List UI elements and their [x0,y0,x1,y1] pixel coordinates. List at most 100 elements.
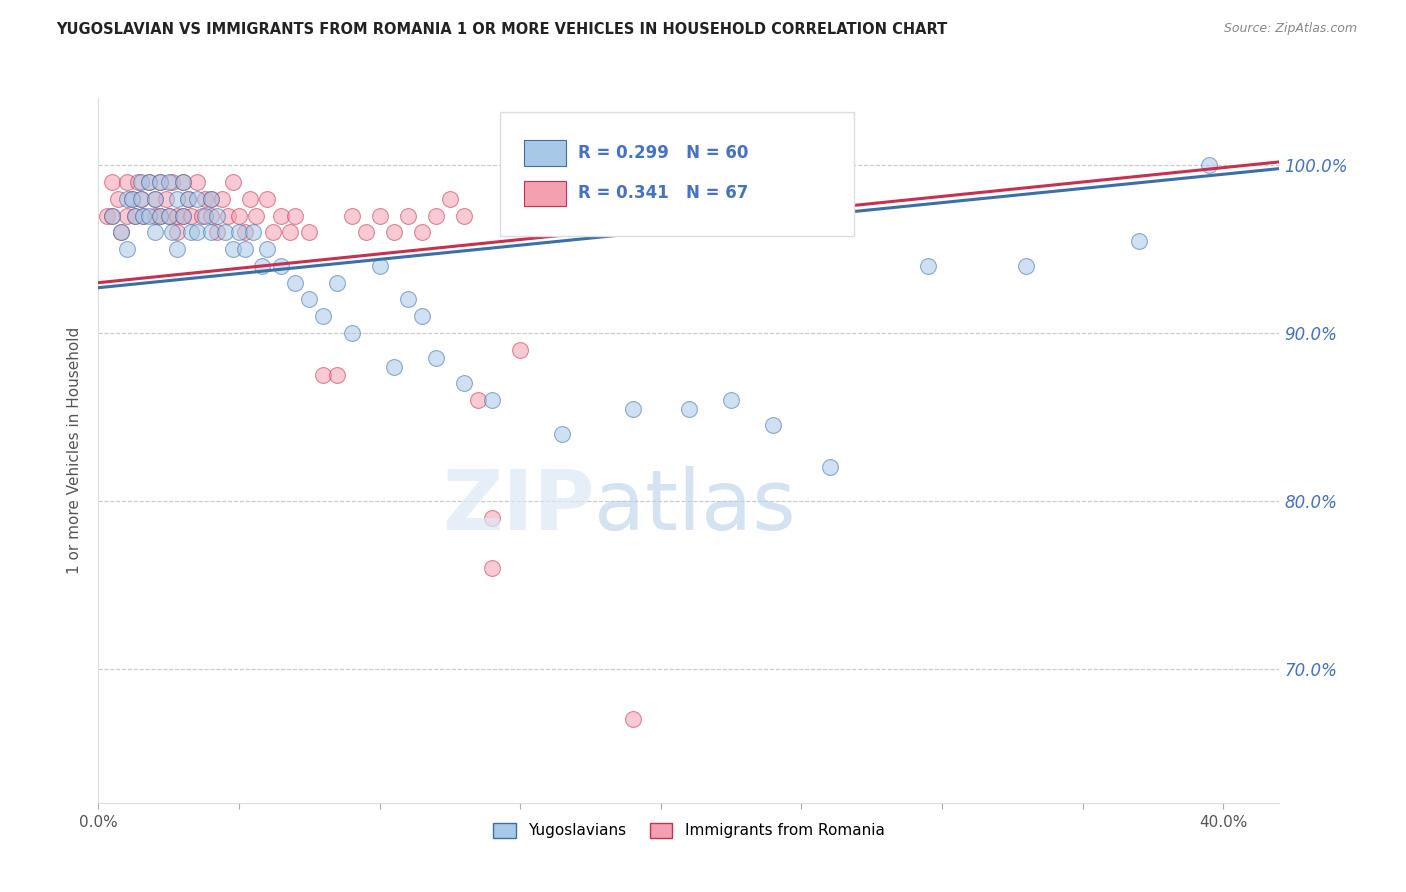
Point [101,209,124,223]
Point [177,192,200,206]
Point [127,175,149,189]
Point [138,175,160,189]
Point [396,293,419,307]
Point [256,192,278,206]
Point [250,259,273,273]
Point [678,401,700,416]
Point [186,192,208,206]
Point [186,225,208,239]
Point [284,209,307,223]
Point [326,276,349,290]
Point [284,276,307,290]
Point [1198,158,1220,172]
Point [678,209,700,223]
Text: R = 0.341   N = 67: R = 0.341 N = 67 [578,185,748,202]
Point [382,359,405,374]
FancyBboxPatch shape [523,180,567,206]
Point [481,561,503,575]
Point [194,192,217,206]
Point [298,293,321,307]
Point [734,209,756,223]
Point [107,192,129,206]
Point [1128,234,1150,248]
Point [172,175,194,189]
Point [312,368,335,382]
Point [115,192,138,206]
Point [205,209,228,223]
Point [340,326,363,340]
Point [621,712,644,726]
Point [124,209,146,223]
Point [132,209,155,223]
Point [214,225,236,239]
Point [115,242,138,256]
Point [143,192,166,206]
Point [453,376,475,391]
Point [551,426,574,441]
Point [166,225,188,239]
Point [790,209,813,223]
Point [425,351,447,366]
Point [124,209,146,223]
Point [233,225,256,239]
Point [200,192,222,206]
Point [298,225,321,239]
Text: YUGOSLAVIAN VS IMMIGRANTS FROM ROMANIA 1 OR MORE VEHICLES IN HOUSEHOLD CORRELATI: YUGOSLAVIAN VS IMMIGRANTS FROM ROMANIA 1… [56,22,948,37]
Point [228,209,250,223]
Point [481,510,503,524]
Point [166,242,188,256]
Point [239,192,262,206]
Point [177,192,200,206]
Point [217,209,239,223]
Point [228,225,250,239]
Text: atlas: atlas [595,467,796,548]
Point [211,192,233,206]
Point [143,225,166,239]
Point [222,242,245,256]
Point [481,393,503,408]
Point [200,209,222,223]
Point [172,175,194,189]
Point [242,225,264,239]
Point [593,192,616,206]
Point [340,209,363,223]
Point [172,209,194,223]
Point [1015,259,1038,273]
Point [149,209,172,223]
Point [396,209,419,223]
Point [621,401,644,416]
Point [425,209,447,223]
Point [149,175,172,189]
Text: Source: ZipAtlas.com: Source: ZipAtlas.com [1223,22,1357,36]
Point [326,368,349,382]
Point [262,225,284,239]
Point [278,225,301,239]
Text: R = 0.299   N = 60: R = 0.299 N = 60 [578,145,748,162]
Point [270,259,292,273]
Point [368,259,391,273]
Point [818,460,841,475]
Point [200,192,222,206]
Point [312,310,335,324]
Point [191,209,214,223]
Point [382,225,405,239]
Point [411,310,433,324]
Point [917,259,939,273]
Point [129,192,152,206]
Point [439,192,461,206]
Point [157,175,180,189]
Point [233,242,256,256]
Point [149,209,172,223]
Point [160,225,183,239]
Point [121,192,143,206]
Point [172,209,194,223]
Point [411,225,433,239]
Point [565,209,588,223]
Point [121,192,143,206]
Text: ZIP: ZIP [441,467,595,548]
Legend: Yugoslavians, Immigrants from Romania: Yugoslavians, Immigrants from Romania [488,817,890,845]
Point [467,393,489,408]
Point [720,393,742,408]
Point [157,209,180,223]
Point [132,209,155,223]
